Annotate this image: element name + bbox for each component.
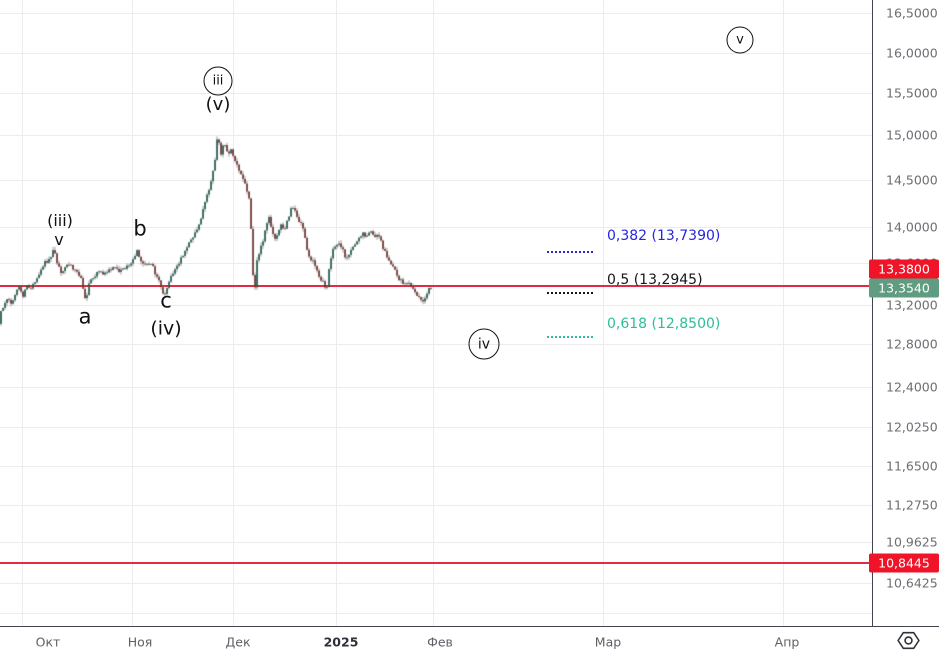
price-tick-label: 14,0000 bbox=[886, 219, 938, 235]
hexagon-aperture-icon bbox=[896, 630, 921, 655]
price-tick-label: 12,0250 bbox=[886, 419, 938, 435]
pane-settings-button[interactable] bbox=[894, 631, 922, 653]
wave-label-circled[interactable]: iii bbox=[203, 66, 233, 96]
time-axis-border bbox=[0, 626, 939, 627]
wave-label[interactable]: v bbox=[54, 230, 64, 249]
time-axis-label: Фев bbox=[427, 634, 453, 650]
price-tick-label: 13,2000 bbox=[886, 297, 938, 313]
price-tick-label: 10,6425 bbox=[886, 575, 938, 591]
price-axis[interactable]: 16,5000 16,0000 15,5000 15,0000 14,5000 14,00… bbox=[869, 0, 939, 626]
price-tick-label: 11,2750 bbox=[886, 497, 938, 513]
price-tick-label: 16,0000 bbox=[886, 45, 938, 61]
wave-label-circled[interactable]: iv bbox=[468, 328, 500, 360]
wave-label-circled[interactable]: v bbox=[726, 26, 754, 54]
price-tick-label: 15,0000 bbox=[886, 127, 938, 143]
price-tick-label: 16,5000 bbox=[886, 5, 938, 21]
time-axis-label: Дек bbox=[225, 634, 251, 650]
price-tick-label: 12,8000 bbox=[886, 336, 938, 352]
price-tick-label: 10,9625 bbox=[886, 534, 938, 550]
price-axis-border bbox=[872, 0, 873, 657]
price-tick-label: 11,6500 bbox=[886, 458, 938, 474]
time-axis-label: Апр bbox=[774, 634, 800, 650]
chart-plot-area[interactable]: 0,382 (13,7390)0,5 (13,2945)0,618 (12,85… bbox=[0, 0, 872, 626]
time-axis-label: Ноя bbox=[127, 634, 153, 650]
time-axis-label: 2025 bbox=[323, 634, 359, 650]
time-axis-label: Окт bbox=[35, 634, 61, 650]
last-price-tag: 13,3540 bbox=[869, 278, 939, 298]
wave-label[interactable]: (v) bbox=[205, 94, 231, 115]
alert-price-tag[interactable]: 13,3800 bbox=[869, 259, 939, 279]
alert-price-tag[interactable]: 10,8445 bbox=[869, 553, 939, 573]
price-tick-label: 15,5000 bbox=[886, 85, 938, 101]
price-tick-label: 12,4000 bbox=[886, 379, 938, 395]
wave-label[interactable]: a bbox=[78, 304, 92, 329]
wave-label[interactable]: c bbox=[160, 288, 172, 313]
time-axis-label: Мар bbox=[594, 634, 622, 650]
wave-label[interactable]: b bbox=[133, 216, 147, 241]
time-axis[interactable]: Окт Ноя Дек 2025 Фев Мар Апр bbox=[0, 627, 939, 657]
candlestick-series[interactable] bbox=[0, 0, 872, 626]
wave-label[interactable]: (iv) bbox=[150, 317, 182, 340]
price-tick-label: 14,5000 bbox=[886, 172, 938, 188]
wave-label[interactable]: (iii) bbox=[47, 211, 73, 230]
